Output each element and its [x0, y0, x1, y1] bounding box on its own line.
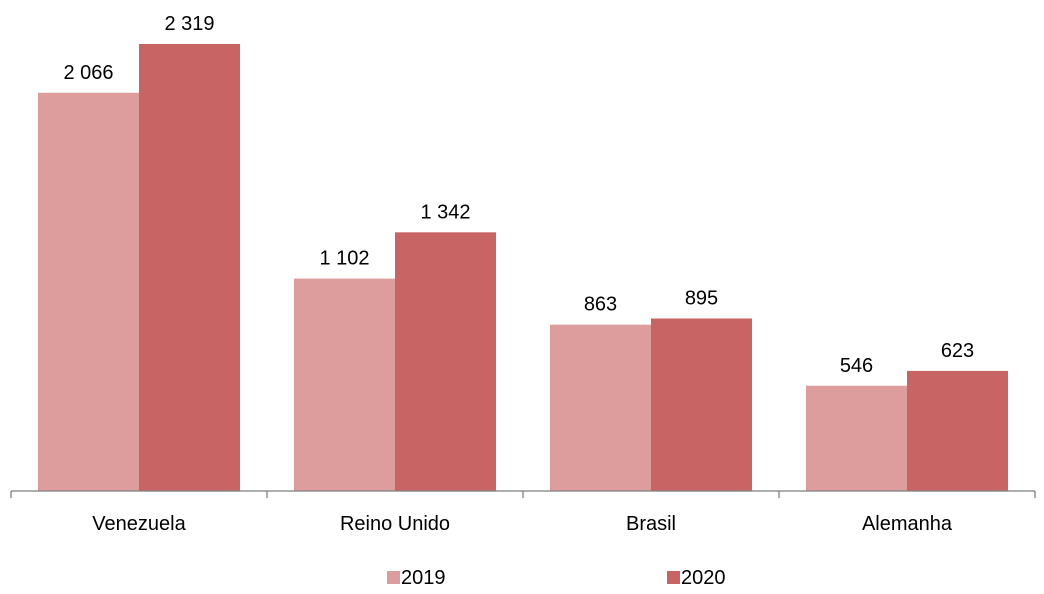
- bar-2020-reino-unido: [395, 232, 496, 491]
- legend-label: 2020: [681, 567, 726, 589]
- legend-label: 2019: [401, 567, 446, 589]
- data-label: 2 319: [164, 13, 214, 35]
- bar-2019-venezuela: [38, 93, 139, 491]
- data-label: 1 102: [319, 248, 369, 270]
- x-tick-label: Alemanha: [862, 513, 953, 535]
- data-label: 863: [584, 294, 617, 316]
- data-label: 546: [840, 355, 873, 377]
- legend-swatch-2020: [667, 571, 680, 584]
- x-axis: [11, 491, 1035, 498]
- data-label: 623: [941, 340, 974, 362]
- data-label: 2 066: [63, 62, 113, 84]
- bar-2020-venezuela: [139, 44, 240, 491]
- bar-2019-reino-unido: [294, 279, 395, 491]
- legend: 2019 2020: [387, 567, 726, 589]
- x-tick-label: Reino Unido: [340, 513, 450, 535]
- bar-2020-alemanha: [907, 371, 1008, 491]
- x-tick-label: Brasil: [626, 513, 676, 535]
- bar-2019-brasil: [550, 325, 651, 491]
- bars-layer: [38, 44, 1008, 491]
- legend-swatch-2019: [387, 571, 400, 584]
- x-tick-label: Venezuela: [92, 513, 186, 535]
- bar-2020-brasil: [651, 318, 752, 491]
- data-label: 895: [685, 287, 718, 309]
- bar-2019-alemanha: [806, 386, 907, 491]
- x-tick-labels: Venezuela Reino Unido Brasil Alemanha: [92, 513, 953, 535]
- data-label: 1 342: [420, 201, 470, 223]
